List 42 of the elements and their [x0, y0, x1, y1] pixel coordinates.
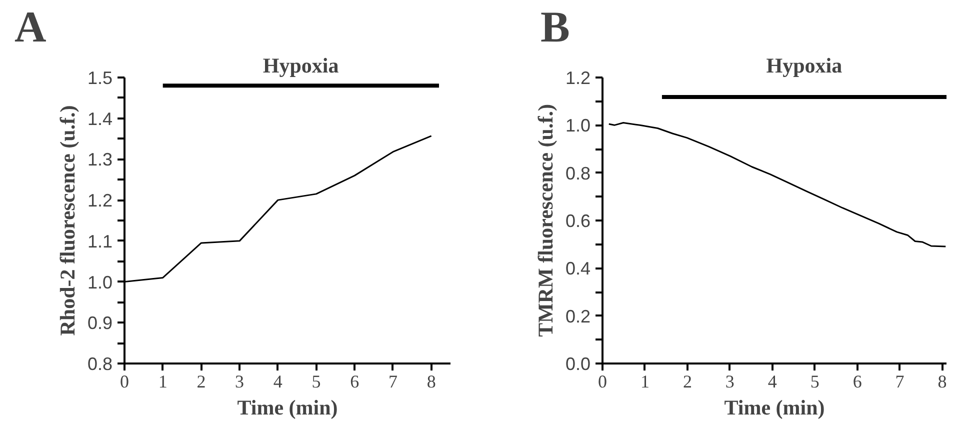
y-tick-label: 0.9 — [87, 313, 113, 334]
y-tick-label: 0.8 — [87, 354, 113, 374]
y-tick-label: 1.3 — [87, 150, 113, 170]
line-series — [608, 122, 946, 248]
y-tick-label: 0.6 — [565, 211, 591, 231]
y-tick-label: 1.5 — [87, 68, 113, 88]
x-tick-label: 2 — [196, 372, 206, 392]
x-tick-label: 1 — [158, 372, 168, 392]
chart-title: A — [14, 2, 46, 52]
x-tick-label: 3 — [235, 372, 244, 392]
x-tick-label: 5 — [810, 372, 820, 392]
series-label: Hypoxia — [262, 54, 340, 78]
y-tick-label: 0.8 — [565, 163, 591, 184]
chart-title: B — [540, 2, 570, 52]
y-tick-label: 1.0 — [87, 272, 113, 292]
y-tick-label: 0.4 — [565, 258, 591, 279]
y-tick-label: 1.2 — [87, 190, 113, 211]
y-tick-label: 1.0 — [565, 116, 591, 136]
x-tick-label: 7 — [388, 372, 398, 392]
x-tick-label: 0 — [598, 372, 607, 392]
x-axis-title: Time (min) — [724, 396, 825, 420]
x-tick-label: 6 — [852, 372, 862, 392]
y-tick-label: 0.0 — [565, 354, 591, 374]
series-label: Hypoxia — [766, 54, 843, 78]
y-axis-title: Rhod-2 fluorescence (u.f.) — [55, 105, 80, 336]
x-tick-label: 0 — [120, 372, 129, 392]
x-tick-label: 8 — [938, 372, 947, 392]
y-axis-title: TMRM fluorescence (u.f.) — [533, 104, 558, 337]
x-tick-label: 2 — [682, 372, 692, 392]
x-tick-label: 8 — [426, 372, 436, 392]
y-tick-label: 1.1 — [87, 231, 113, 252]
x-tick-label: 3 — [725, 372, 734, 392]
x-axis-title: Time (min) — [237, 396, 338, 420]
x-tick-label: 7 — [895, 372, 904, 392]
x-tick-label: 1 — [640, 372, 650, 392]
x-tick-label: 4 — [768, 372, 777, 392]
y-tick-label: 1.4 — [87, 108, 113, 129]
x-tick-label: 4 — [273, 372, 282, 392]
y-tick-label: 0.2 — [565, 306, 591, 326]
x-tick-label: 6 — [350, 372, 360, 392]
y-tick-label: 1.2 — [565, 68, 591, 88]
x-tick-label: 5 — [312, 372, 321, 392]
